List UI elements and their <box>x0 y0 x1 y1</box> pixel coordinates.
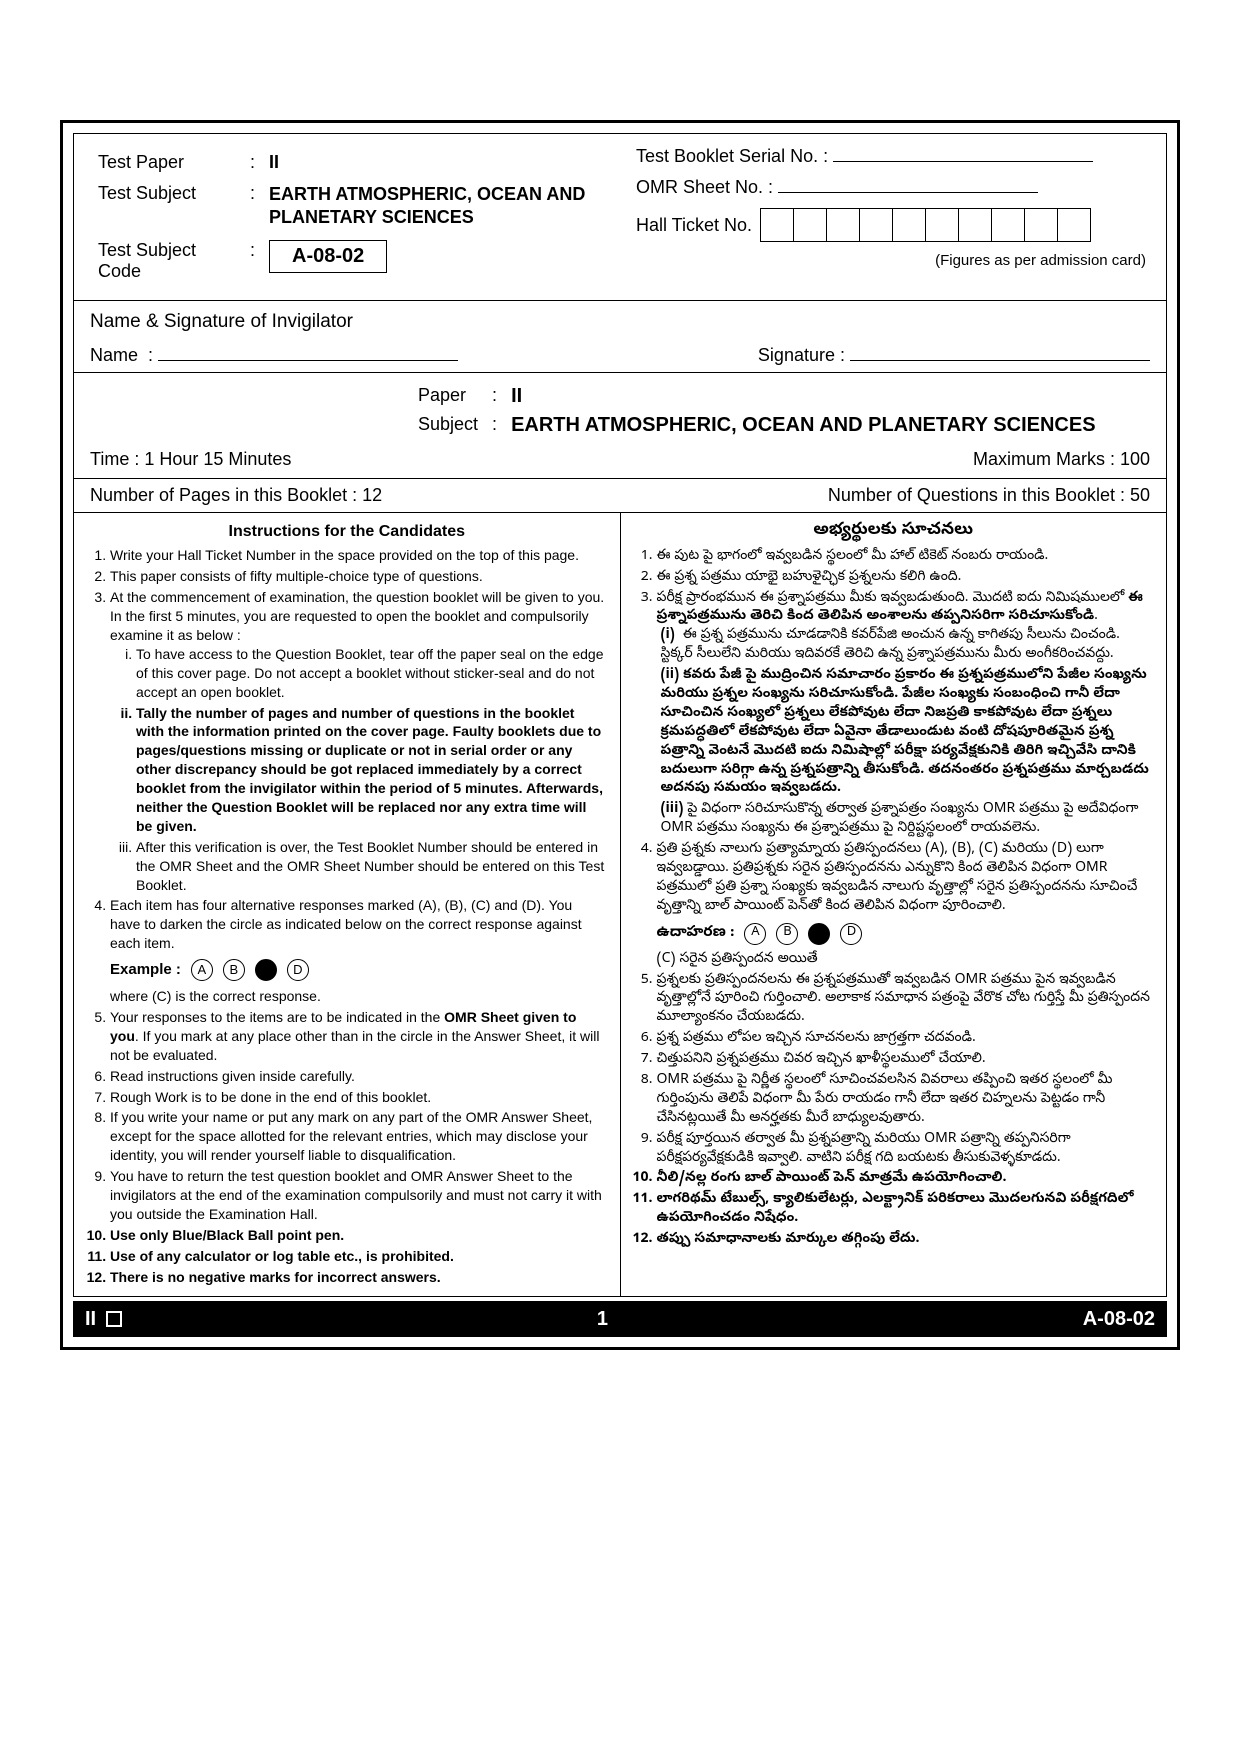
instr-te-item: OMR పత్రము పై నిర్ణీత స్థలంలో సూచించవలసి… <box>657 1072 1153 1129</box>
instr-te-item: ఈ పుట పై భాగంలో ఇవ్వబడిన స్థలంలో మీ హాల్… <box>657 548 1153 567</box>
instr-te-item: ఈ ప్రశ్న పత్రము యాభై బహుళైచ్ఛిక ప్రశ్నలన… <box>657 569 1153 588</box>
example-row-en: Example : A B D <box>110 959 606 981</box>
instr-te-item: ప్రశ్న పత్రము లోపల ఇచ్చిన సూచనలను జాగ్రత… <box>657 1030 1153 1049</box>
instr-te-item: తప్పు సమాధానాలకు మార్కుల తగ్గింపు లేదు. <box>657 1231 1153 1250</box>
paper-section: Paper : II Subject : EARTH ATMOSPHERIC, … <box>74 373 1166 445</box>
option-d-circle: D <box>287 959 309 981</box>
footer-code: A-08-02 <box>1083 1308 1167 1331</box>
instr-en-item: Use of any calculator or log table etc.,… <box>110 1247 606 1266</box>
instr-en-item: If you write your name or put any mark o… <box>110 1108 606 1165</box>
marks-text: Maximum Marks : 100 <box>973 449 1150 470</box>
test-paper-label: Test Paper <box>92 148 242 177</box>
instr-en-item: At the commencement of examination, the … <box>110 588 606 894</box>
instr-te-sub: (iii) పై విధంగా సరిచూసుకొన్న తర్వాత ప్రశ… <box>661 801 1153 839</box>
pages-questions-row: Number of Pages in this Booklet : 12 Num… <box>74 479 1166 513</box>
instr-en-item: Write your Hall Ticket Number in the spa… <box>110 546 606 565</box>
header-row: Test Paper : II Test Subject : EARTH ATM… <box>74 134 1166 301</box>
example-label-te: ఉదాహరణ : <box>657 924 735 944</box>
invigilator-title: Name & Signature of Invigilator <box>90 311 1150 333</box>
omr-sheet-label: OMR Sheet No. : <box>636 177 773 197</box>
outer-frame: Test Paper : II Test Subject : EARTH ATM… <box>60 120 1180 1350</box>
instr-en-item: There is no negative marks for incorrect… <box>110 1268 606 1287</box>
instr-en-item: Read instructions given inside carefully… <box>110 1067 606 1086</box>
instr-te-sub: (i) ఈ ప్రశ్న పత్రమును చూడడానికి కవర్‌పేజ… <box>661 627 1153 665</box>
instr-te-item: పరీక్ష ప్రారంభమున ఈ ప్రశ్నాపత్రము మీకు ఇ… <box>657 590 1153 840</box>
omr-sheet-blank <box>778 177 1038 193</box>
instructions-english: Instructions for the Candidates Write yo… <box>74 513 621 1297</box>
header-right: Test Booklet Serial No. : OMR Sheet No. … <box>620 134 1166 300</box>
test-subject-value: EARTH ATMOSPHERIC, OCEAN AND PLANETARY S… <box>263 179 602 234</box>
booklet-serial-blank <box>833 146 1093 162</box>
instr-te-item: చిత్తుపనిని ప్రశ్నపత్రము చివర ఇచ్చిన ఖాళ… <box>657 1051 1153 1070</box>
instr-te-item: పరీక్ష పూర్తయిన తర్వాత మీ ప్రశ్నపత్రాన్న… <box>657 1131 1153 1169</box>
instr-en-item: Each item has four alternative responses… <box>110 896 606 1006</box>
option-b-circle: B <box>223 959 245 981</box>
invig-sig-blank <box>850 345 1150 361</box>
option-b-circle: B <box>776 923 798 945</box>
instr-en-title: Instructions for the Candidates <box>88 521 606 543</box>
time-text: Time : 1 Hour 15 Minutes <box>90 449 291 470</box>
instr-te-title: అభ్యర్థులకు సూచనలు <box>635 521 1153 544</box>
subject-value: EARTH ATMOSPHERIC, OCEAN AND PLANETARY S… <box>505 412 1101 439</box>
instr-en-item: Your responses to the items are to be in… <box>110 1008 606 1065</box>
instr-en-sub: After this verification is over, the Tes… <box>136 838 606 895</box>
header-left: Test Paper : II Test Subject : EARTH ATM… <box>74 134 620 300</box>
paper-label: Paper <box>412 383 484 410</box>
example-note-en: where (C) is the correct response. <box>110 987 606 1006</box>
instr-te-item: ప్రశ్నలకు ప్రతిస్పందనలను ఈ ప్రశ్నపత్రముత… <box>657 972 1153 1029</box>
instructions-row: Instructions for the Candidates Write yo… <box>74 513 1166 1297</box>
instructions-telugu: అభ్యర్థులకు సూచనలు ఈ పుట పై భాగంలో ఇవ్వబ… <box>621 513 1167 1297</box>
footer-left-text: II <box>85 1308 96 1331</box>
hall-ticket-boxes <box>760 208 1091 242</box>
instr-en-item: Use only Blue/Black Ball point pen. <box>110 1226 606 1245</box>
instr-te-sub: (ii) కవరు పేజీ పై ముద్రించిన సమాచారం ప్ర… <box>661 667 1153 799</box>
example-row-te: ఉదాహరణ : A B D <box>657 923 1153 945</box>
invigilator-section: Name & Signature of Invigilator Name : S… <box>74 301 1166 373</box>
invig-name-blank <box>158 345 458 361</box>
instr-en-item: Rough Work is to be done in the end of t… <box>110 1088 606 1107</box>
option-d-circle: D <box>840 923 862 945</box>
option-c-filled-circle <box>808 923 830 945</box>
invig-sig-label: Signature : <box>758 345 845 365</box>
time-marks-row: Time : 1 Hour 15 Minutes Maximum Marks :… <box>74 445 1166 479</box>
instr-en-item: You have to return the test question boo… <box>110 1167 606 1224</box>
test-subject-code-value: A-08-02 <box>269 240 387 273</box>
test-subject-label: Test Subject <box>92 179 242 234</box>
figures-note: (Figures as per admission card) <box>636 252 1150 269</box>
footer-bar: II 1 A-08-02 <box>73 1301 1167 1337</box>
hall-ticket-label: Hall Ticket No. <box>636 215 752 236</box>
booklet-serial-label: Test Booklet Serial No. : <box>636 146 828 166</box>
instr-te-item: నీలి/నల్ల రంగు బాల్ పాయింట్ పెన్ మాత్రమే… <box>657 1170 1153 1189</box>
footer-page-number: 1 <box>122 1308 1083 1331</box>
option-a-circle: A <box>744 923 766 945</box>
pages-text: Number of Pages in this Booklet : 12 <box>90 485 382 506</box>
instr-en-sub: Tally the number of pages and number of … <box>136 704 606 836</box>
subject-label: Subject <box>412 412 484 439</box>
test-subject-code-label: Test Subject Code <box>92 236 242 286</box>
inner-frame: Test Paper : II Test Subject : EARTH ATM… <box>73 133 1167 1297</box>
questions-text: Number of Questions in this Booklet : 50 <box>828 485 1150 506</box>
example-note-te: (C) సరైన ప్రతిస్పందన అయితే <box>657 951 1153 970</box>
option-a-circle: A <box>191 959 213 981</box>
paper-value: II <box>505 383 1101 410</box>
example-label-en: Example : <box>110 960 181 980</box>
instr-te-item: ప్రతి ప్రశ్నకు నాలుగు ప్రత్యామ్నాయ ప్రతి… <box>657 841 1153 969</box>
footer-square-icon <box>106 1311 122 1327</box>
instr-te-item: లాగరిథమ్ టేబుల్స్, క్యాలికులేటర్లు, ఎలక్… <box>657 1191 1153 1229</box>
option-c-filled-circle <box>255 959 277 981</box>
instr-en-sub: To have access to the Question Booklet, … <box>136 645 606 702</box>
test-paper-value: II <box>263 148 602 177</box>
instr-en-item: This paper consists of fifty multiple-ch… <box>110 567 606 586</box>
invig-name-label: Name <box>90 345 138 365</box>
